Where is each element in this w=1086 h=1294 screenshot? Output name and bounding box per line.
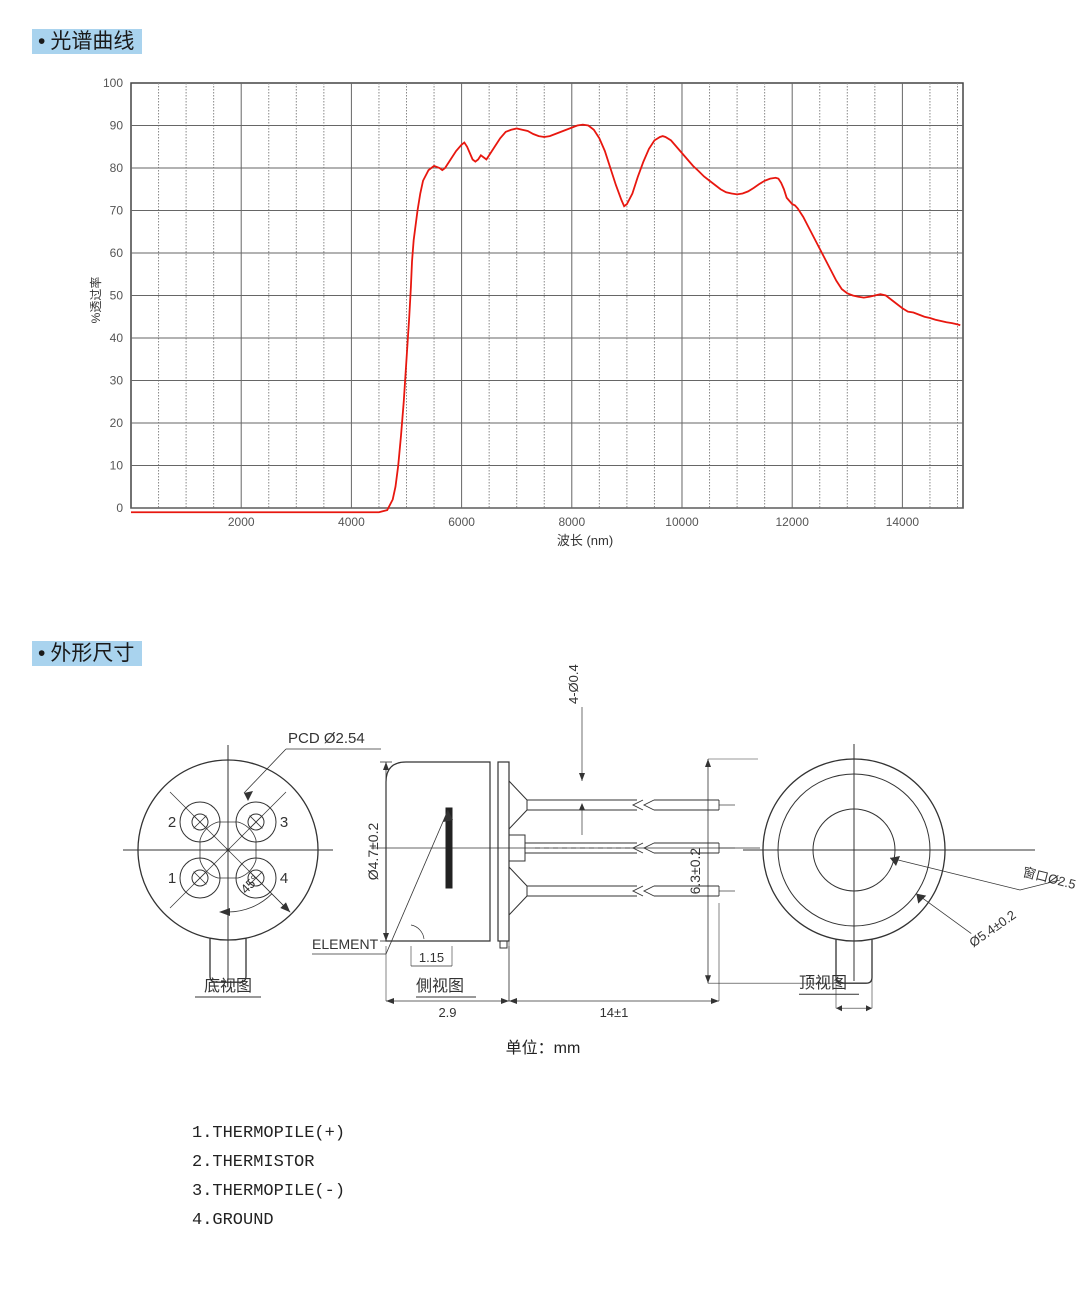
svg-text:底视图: 底视图: [204, 977, 252, 995]
svg-text:Ø4.7±0.2: Ø4.7±0.2: [365, 823, 381, 881]
svg-text:2.9: 2.9: [438, 1005, 456, 1020]
svg-text:6000: 6000: [448, 515, 475, 529]
svg-text:80: 80: [110, 161, 124, 175]
svg-text:Ø5.4±0.2: Ø5.4±0.2: [966, 907, 1018, 950]
svg-text:3: 3: [280, 814, 288, 831]
svg-text:顶视图: 顶视图: [799, 974, 847, 992]
svg-text:6.3±0.2: 6.3±0.2: [687, 848, 703, 895]
svg-text:90: 90: [110, 119, 124, 133]
svg-text:ELEMENT: ELEMENT: [312, 936, 379, 952]
svg-text:4-Ø0.4: 4-Ø0.4: [566, 664, 581, 704]
svg-text:%透过率: %透过率: [88, 277, 103, 324]
svg-text:10000: 10000: [665, 515, 699, 529]
svg-text:14±1: 14±1: [600, 1005, 629, 1020]
svg-text:40: 40: [110, 331, 124, 345]
svg-text:2000: 2000: [228, 515, 255, 529]
svg-text:60: 60: [110, 246, 124, 260]
svg-text:4000: 4000: [338, 515, 365, 529]
svg-text:波长 (nm): 波长 (nm): [557, 533, 613, 548]
svg-text:10: 10: [110, 459, 124, 473]
svg-text:2: 2: [168, 814, 176, 831]
svg-text:8000: 8000: [558, 515, 585, 529]
svg-text:70: 70: [110, 204, 124, 218]
svg-text:14000: 14000: [886, 515, 920, 529]
svg-text:側视图: 側视图: [416, 977, 464, 995]
svg-text:30: 30: [110, 374, 124, 388]
svg-text:1.15: 1.15: [419, 950, 444, 965]
svg-text:4: 4: [280, 870, 288, 887]
svg-text:0: 0: [116, 501, 123, 515]
svg-text:50: 50: [110, 289, 124, 303]
svg-text:100: 100: [103, 76, 123, 90]
svg-text:1: 1: [168, 870, 176, 887]
svg-text:20: 20: [110, 416, 124, 430]
svg-text:PCD Ø2.54: PCD Ø2.54: [288, 730, 365, 747]
svg-text:12000: 12000: [776, 515, 810, 529]
